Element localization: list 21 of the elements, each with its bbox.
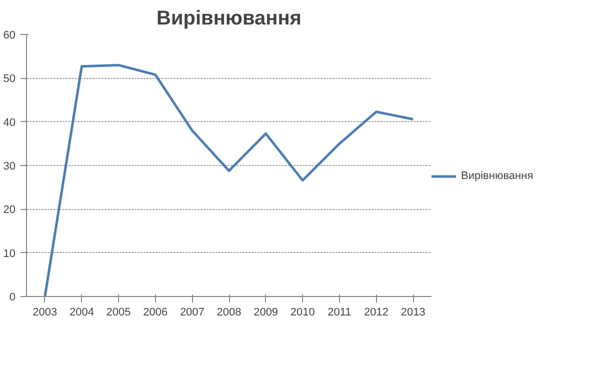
x-tick-label: 2005 (106, 306, 131, 318)
y-tick-label: 30 (3, 160, 16, 172)
x-tick-label: 2004 (69, 306, 94, 318)
y-tick-label: 20 (3, 204, 16, 216)
x-tick-label: 2003 (32, 306, 58, 318)
y-tick-label: 40 (3, 116, 16, 129)
x-tick-label: 2011 (328, 306, 352, 318)
y-tick-label: 0 (9, 292, 16, 304)
legend-label: Вирівнювання (461, 170, 534, 182)
x-tick-label: 2012 (364, 306, 389, 318)
y-tick-label: 10 (3, 248, 16, 260)
x-tick-label: 2013 (400, 306, 426, 318)
x-tick-label: 2009 (254, 306, 278, 318)
x-tick-label: 2006 (143, 306, 168, 318)
chart-title: Вирівнювання (156, 8, 302, 30)
x-tick-label: 2010 (290, 306, 315, 318)
x-tick-label: 2008 (216, 306, 242, 318)
x-tick-label: 2007 (180, 306, 204, 318)
y-tick-label: 50 (3, 73, 16, 86)
y-tick-label: 60 (3, 30, 16, 42)
line-series (44, 64, 414, 296)
